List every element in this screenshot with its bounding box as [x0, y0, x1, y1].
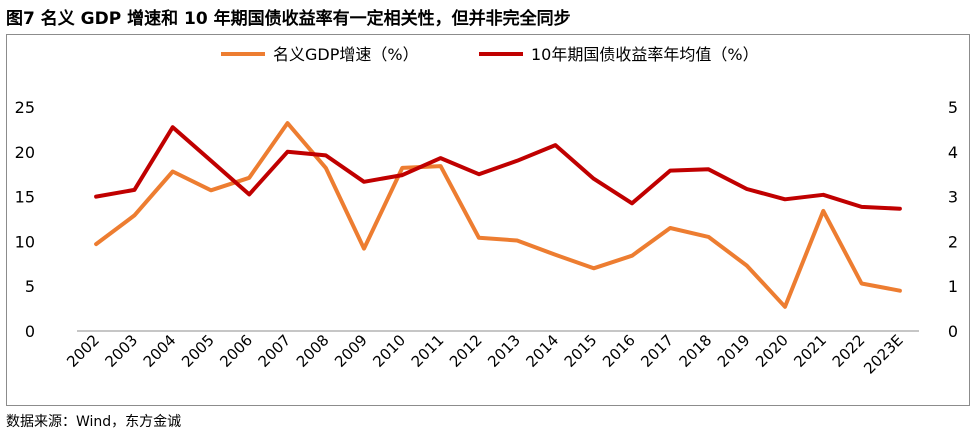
right-axis-tick-label: 1 [948, 277, 958, 296]
left-axis-tick-label: 20 [15, 143, 35, 162]
series-1-point [132, 213, 136, 217]
series-1-point [553, 253, 557, 257]
x-axis-tick-label: 2019 [714, 331, 754, 371]
series-1-point [821, 209, 825, 213]
left-axis-tick-label: 0 [25, 322, 35, 341]
x-axis-tick-label: 2009 [331, 331, 371, 371]
x-axis-tick-label: 2015 [561, 331, 601, 371]
x-axis-tick-label: 2004 [140, 331, 180, 371]
x-axis-tick-label: 2020 [752, 331, 792, 371]
series-2-point [515, 159, 519, 163]
series-1-point [707, 235, 710, 239]
series-1-point [362, 247, 366, 251]
x-axis-tick-label: 2016 [599, 331, 639, 371]
x-axis-tick-label: 2010 [369, 331, 409, 371]
series-2-point [171, 125, 175, 129]
legend: 名义GDP增速（%） 10年期国债收益率年均值（%） [221, 45, 759, 64]
series-2-point [477, 172, 481, 176]
series-2-point [439, 156, 443, 160]
left-axis-tick-label: 25 [15, 98, 35, 117]
x-axis-tick-label: 2002 [63, 331, 103, 371]
x-axis-tick-label: 2003 [102, 331, 142, 371]
x-axis-tick-label: 2013 [484, 331, 524, 371]
data-source-note: 数据来源：Wind，东方金诚 [6, 414, 182, 430]
series-2-point [898, 207, 902, 211]
series-1-point [783, 305, 787, 309]
series-2-point [209, 159, 213, 163]
series-2-point [668, 169, 672, 173]
series-2-point [94, 195, 98, 199]
series-2-point [324, 153, 328, 157]
right-axis-tick-label: 2 [948, 232, 958, 251]
x-axis-tick-label: 2017 [637, 331, 677, 371]
right-axis-tick-label: 0 [948, 322, 958, 341]
line-chart: 名义GDP增速（%） 10年期国债收益率年均值（%） 0 5 10 15 20 25 0 1 2 3… [15, 45, 958, 378]
right-axis-tick-label: 5 [948, 98, 958, 117]
series-2-point [132, 188, 136, 192]
legend-label-1: 名义GDP增速（%） [273, 45, 419, 64]
series-1-point [400, 166, 404, 170]
series-2-point [860, 205, 864, 209]
series-2-point [362, 180, 366, 184]
series-1-point [860, 282, 864, 285]
series-2-point [286, 150, 289, 154]
series-2-point [400, 173, 404, 177]
legend-label-2: 10年期国债收益率年均值（%） [531, 45, 759, 64]
chart-title: 图7 名义 GDP 增速和 10 年期国债收益率有一定相关性，但并非完全同步 [6, 9, 571, 29]
left-axis-tick-label: 10 [15, 232, 35, 251]
series-2-point [745, 187, 749, 191]
series-1-point [439, 164, 443, 168]
x-axis-tick-label: 2006 [216, 331, 256, 371]
series-lines [94, 121, 902, 309]
series-1-point [94, 242, 98, 246]
chart-frame: 名义GDP增速（%） 10年期国债收益率年均值（%） 0 5 10 15 20 25 0 1 2 3… [6, 34, 970, 406]
series-1-point [898, 289, 902, 293]
series-1-point [171, 170, 175, 173]
series-2-point [707, 167, 710, 171]
series-line-2 [94, 125, 902, 211]
x-axis-tick-label: 2011 [408, 331, 448, 371]
x-axis-tick-label: 2008 [293, 331, 333, 371]
series-2-point [783, 197, 787, 201]
series-1-point [209, 188, 213, 192]
right-axis-tick-label: 3 [948, 188, 958, 207]
series-1-point [515, 239, 519, 242]
x-axis-tick-label: 2014 [523, 331, 563, 371]
series-2-point [821, 193, 825, 197]
x-axis-tick-label: 2021 [790, 331, 830, 371]
series-2-point [630, 201, 634, 205]
series-1-point [668, 226, 672, 230]
left-axis-tick-label: 5 [25, 277, 35, 296]
x-axis-tick-label: 2012 [446, 331, 486, 371]
series-1-point [745, 264, 749, 268]
series-1-point [592, 266, 596, 270]
series-1-point [324, 166, 328, 170]
series-1-point [630, 254, 634, 258]
x-axis-tick-label: 2005 [178, 331, 218, 371]
series-2-point [592, 177, 596, 181]
left-axis-tick-label: 15 [15, 188, 35, 207]
x-axis-tick-label: 2023E [860, 331, 906, 377]
series-1-point [286, 121, 289, 125]
series-line-1 [94, 121, 902, 309]
series-1-point [477, 236, 481, 240]
x-axis-tick-label: 2018 [676, 331, 716, 371]
series-1-point [247, 176, 251, 180]
series-2-point [553, 143, 557, 147]
series-2-point [247, 192, 251, 196]
x-axis-tick-label: 2007 [255, 331, 295, 371]
right-axis-tick-label: 4 [948, 143, 958, 162]
